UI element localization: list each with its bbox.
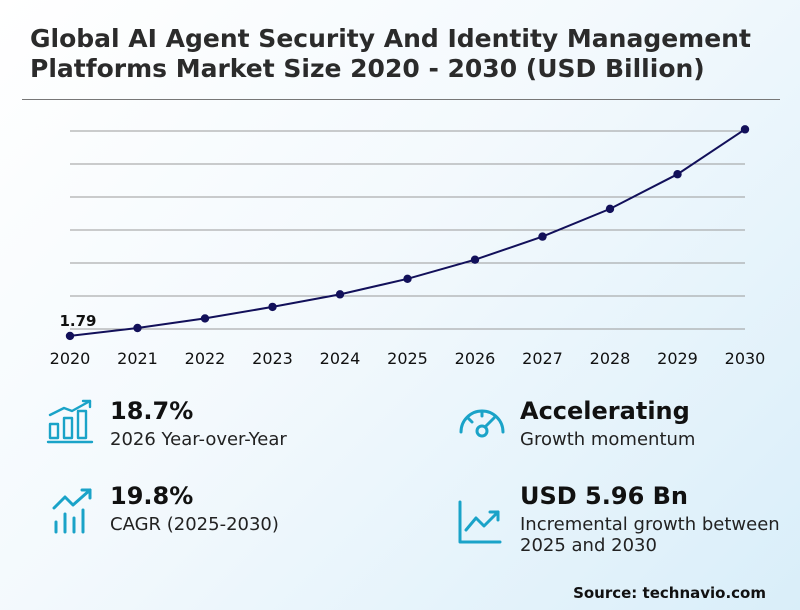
data-point-2024 — [335, 290, 345, 299]
stat-cagr: 19.8% CAGR (2025-2030) — [110, 482, 279, 535]
series-line — [69, 128, 746, 337]
data-points — [65, 125, 750, 341]
x-tick-label: 2021 — [117, 349, 158, 368]
data-point-2022 — [200, 314, 210, 323]
x-tick-label: 2022 — [185, 349, 226, 368]
x-tick-label: 2028 — [590, 349, 631, 368]
stat-momentum-value: Accelerating — [520, 397, 690, 425]
trend-up-bars-icon — [50, 486, 96, 540]
stat-incremental: USD 5.96 Bn Incremental growth between 2… — [520, 482, 780, 556]
stat-momentum-description: Growth momentum — [520, 429, 696, 450]
chart-title: Global AI Agent Security And Identity Ma… — [30, 24, 751, 83]
x-tick-label: 2029 — [657, 349, 698, 368]
stat-incremental-value: USD 5.96 Bn — [520, 482, 688, 510]
bar-chart-growth-icon — [46, 398, 94, 448]
x-tick-label: 2026 — [455, 349, 496, 368]
data-point-2023 — [268, 302, 277, 312]
x-tick-label: 2020 — [50, 349, 91, 368]
x-tick-label: 2030 — [725, 349, 766, 368]
x-axis-ticks: 2020 2021 2022 2023 2024 2025 2026 2027 2028 2029… — [50, 349, 766, 368]
data-point-2025 — [403, 274, 412, 284]
x-tick-label: 2025 — [387, 349, 428, 368]
data-point-2028 — [605, 204, 615, 214]
stat-incremental-description: Incremental growth between 2025 and 2030 — [520, 514, 780, 556]
stat-momentum: Accelerating Growth momentum — [520, 397, 695, 450]
line-chart: 2020 2021 2022 2023 2024 2025 2026 2027 2028 2029… — [50, 125, 766, 368]
data-label: 1.79 — [59, 312, 96, 330]
x-tick-label: 2027 — [522, 349, 563, 368]
speedometer-icon — [456, 404, 508, 444]
stat-yoy-description: 2026 Year-over-Year — [110, 429, 287, 450]
x-tick-label: 2023 — [252, 349, 293, 368]
data-labels: 1.79 — [59, 312, 96, 330]
title-divider — [22, 99, 780, 100]
stat-cagr-value: 19.8% — [110, 482, 194, 510]
stat-cagr-description: CAGR (2025-2030) — [110, 514, 279, 535]
line-chart-up-icon — [456, 498, 504, 550]
data-point-2030 — [740, 125, 750, 134]
data-point-2026 — [470, 255, 480, 264]
data-point-2020 — [65, 331, 75, 341]
stat-yoy: 18.7% 2026 Year-over-Year — [110, 397, 287, 450]
data-point-2029 — [673, 170, 682, 179]
data-point-2027 — [538, 232, 547, 241]
x-tick-label: 2024 — [320, 349, 361, 368]
source-note: Source: technavio.com — [573, 584, 766, 602]
chart-grid — [70, 130, 745, 330]
stat-yoy-value: 18.7% — [110, 397, 194, 425]
data-point-2021 — [133, 323, 142, 333]
